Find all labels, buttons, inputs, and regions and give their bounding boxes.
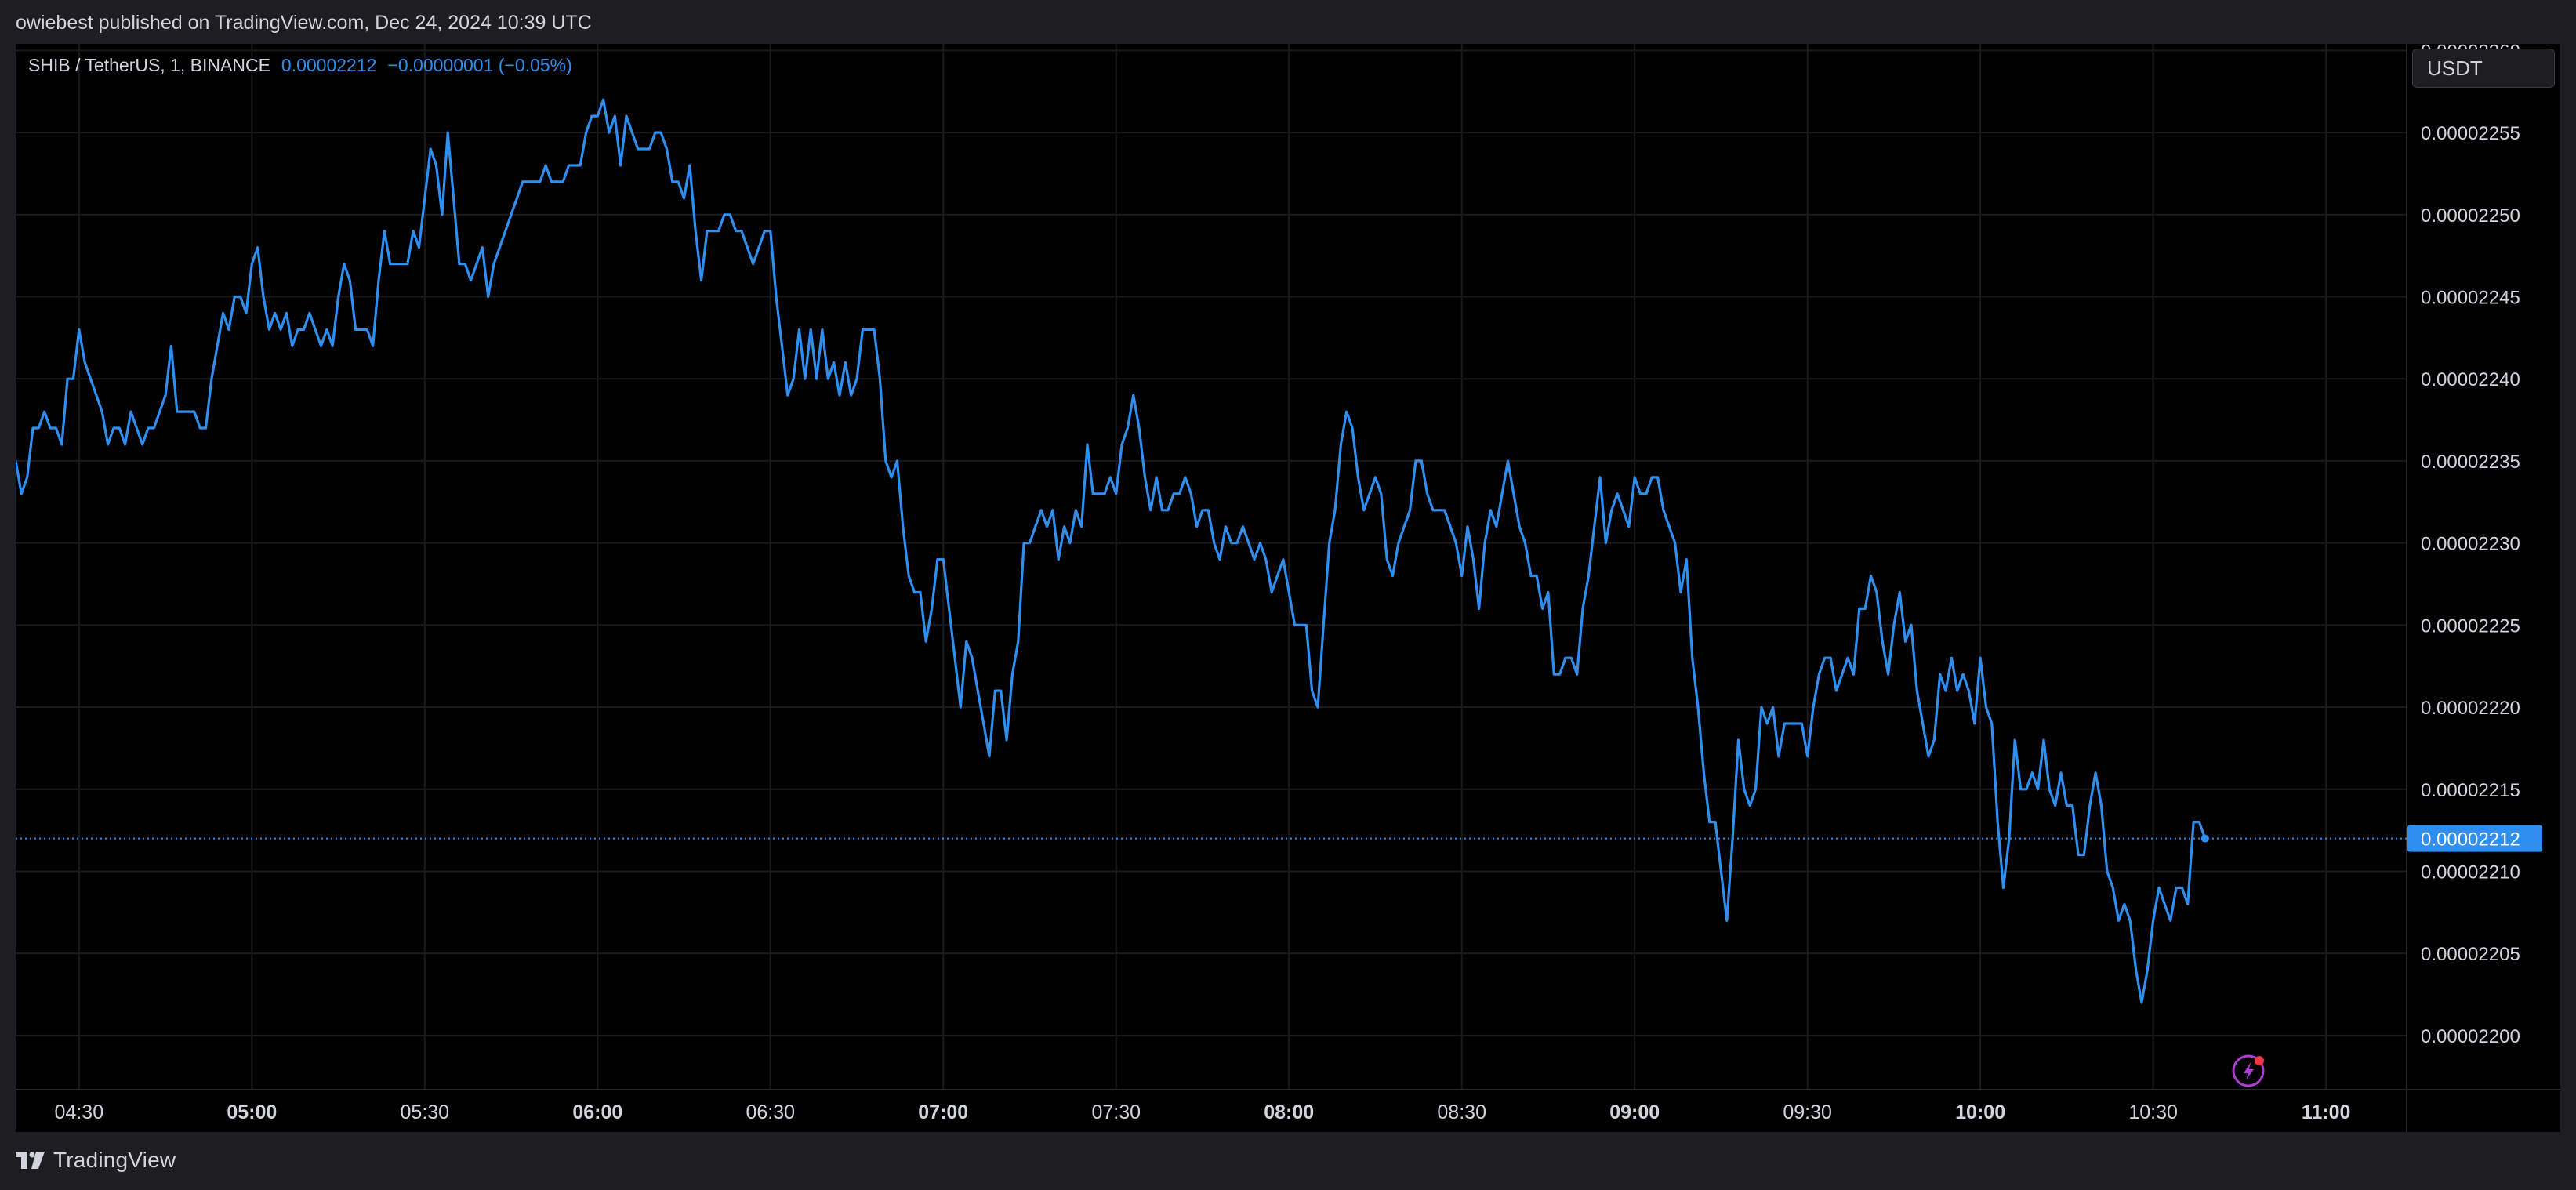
last-price-dot (2200, 834, 2209, 843)
y-tick-label: 0.00002225 (2421, 615, 2520, 637)
x-tick-label: 10:30 (2128, 1101, 2178, 1123)
y-tick-label: 0.00002240 (2421, 369, 2520, 390)
published-info: owiebest published on TradingView.com, D… (16, 12, 592, 34)
x-tick-label: 10:00 (1955, 1101, 2005, 1123)
y-tick-label: 0.00002200 (2421, 1026, 2520, 1047)
series-layer (16, 98, 2207, 1004)
x-tick-label: 08:00 (1264, 1101, 1314, 1123)
bottom-bar: TradingView (0, 1132, 2576, 1190)
y-tick-label: 0.00002220 (2421, 698, 2520, 719)
grid (16, 44, 2407, 1090)
x-tick-label: 09:30 (1783, 1101, 1832, 1123)
x-tick-label: 05:30 (401, 1101, 450, 1123)
y-tick-label: 0.00002235 (2421, 452, 2520, 473)
lightning-icon[interactable] (2232, 1054, 2265, 1087)
tradingview-logo-icon (16, 1152, 45, 1169)
x-tick-label: 09:00 (1609, 1101, 1660, 1123)
top-bar: owiebest published on TradingView.com, D… (0, 0, 2576, 44)
currency-button[interactable]: USDT (2412, 49, 2555, 88)
price-line (16, 98, 2207, 1004)
x-tick-label: 08:30 (1437, 1101, 1486, 1123)
x-tick-label: 06:00 (572, 1101, 622, 1123)
brand[interactable]: TradingView (16, 1148, 176, 1173)
x-tick-label: 11:00 (2302, 1101, 2351, 1123)
last-price-label: 0.00002212 (2421, 829, 2520, 851)
y-tick-label: 0.00002230 (2421, 534, 2520, 555)
legend-change: −0.00000001 (−0.05%) (387, 55, 572, 75)
y-tick-label: 0.00002215 (2421, 780, 2520, 801)
x-tick-label: 07:00 (918, 1101, 968, 1123)
x-tick-label: 04:30 (55, 1101, 104, 1123)
axes: 0.000022600.000022550.000022500.00002245… (16, 44, 2560, 1132)
x-tick-label: 05:00 (227, 1101, 277, 1123)
y-tick-label: 0.00002250 (2421, 205, 2520, 227)
symbol-legend: SHIB / TetherUS, 1, BINANCE 0.00002212 −0.… (28, 55, 572, 76)
brand-name: TradingView (53, 1148, 176, 1172)
y-tick-label: 0.00002255 (2421, 123, 2520, 144)
y-tick-label: 0.00002205 (2421, 944, 2520, 965)
chart-area[interactable]: 0.000022600.000022550.000022500.00002245… (16, 44, 2560, 1132)
y-tick-label: 0.00002245 (2421, 288, 2520, 309)
y-tick-label: 0.00002210 (2421, 862, 2520, 883)
last-price-badge (2407, 825, 2542, 852)
legend-price: 0.00002212 (281, 55, 377, 75)
last-price-layer: 0.00002212 (16, 825, 2542, 852)
symbol-name[interactable]: SHIB / TetherUS, 1, BINANCE (28, 55, 270, 75)
price-chart[interactable]: 0.000022600.000022550.000022500.00002245… (16, 44, 2560, 1132)
x-tick-label: 06:30 (746, 1101, 795, 1123)
x-tick-label: 07:30 (1091, 1101, 1141, 1123)
